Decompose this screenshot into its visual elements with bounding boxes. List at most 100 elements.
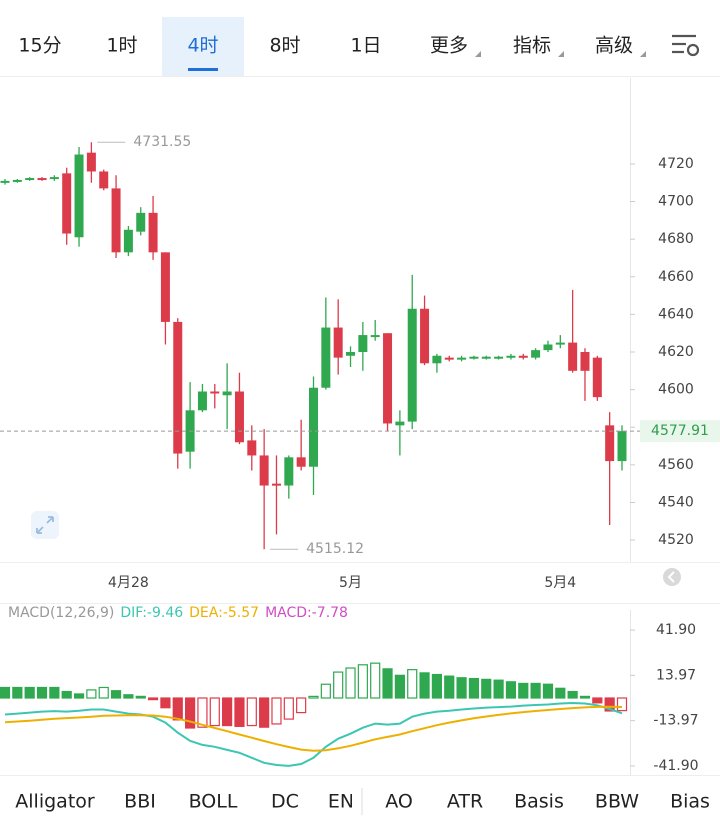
indicator-tab[interactable]: Bias: [670, 791, 710, 813]
timeframe-tab[interactable]: 1日: [350, 35, 381, 57]
candle-body: [469, 356, 479, 359]
candle-body: [173, 321, 183, 454]
macd-bar: [222, 697, 233, 727]
candle-body: [333, 327, 343, 358]
candle-body: [62, 173, 72, 234]
macd-bar: [172, 697, 183, 721]
low-label: 4515.12: [306, 541, 364, 557]
menu-tab[interactable]: 更多: [430, 35, 468, 57]
candle-body: [222, 391, 232, 396]
candle-body: [518, 355, 528, 358]
indicator-tab[interactable]: Alligator: [15, 791, 95, 813]
menu-tab[interactable]: 指标: [513, 35, 551, 57]
menu-tab[interactable]: 高级: [595, 35, 633, 57]
macd-bar: [592, 697, 603, 704]
macd-bar: [73, 693, 85, 699]
indicator-tab[interactable]: EN: [328, 791, 354, 813]
indicator-tab[interactable]: ATR: [447, 791, 483, 813]
last-price-box: [640, 420, 720, 443]
macd-bar: [283, 697, 294, 720]
macd-bar: [382, 668, 393, 699]
indicator-tab[interactable]: DC: [271, 791, 299, 813]
candle-body: [160, 252, 170, 322]
y-tick-label: -13.97: [653, 713, 698, 729]
macd-title: MACD(12,26,9): [8, 605, 114, 621]
indicator-tab[interactable]: BBI: [124, 791, 156, 813]
dropdown-triangle: [558, 51, 564, 57]
timeframe-tab[interactable]: 4时: [187, 35, 218, 57]
timeframe-tab[interactable]: 15分: [18, 35, 61, 57]
candle-body: [592, 357, 602, 398]
candle-body: [346, 352, 356, 356]
macd-bar: [456, 677, 467, 699]
candle-body: [74, 154, 84, 238]
candle-body: [136, 212, 146, 232]
candle-body: [111, 188, 121, 253]
macd-bar: [296, 697, 307, 714]
candle-body: [210, 391, 220, 394]
candle-body: [37, 178, 47, 181]
macd-bar: [579, 695, 591, 699]
candle-body: [580, 352, 590, 371]
candle-body: [271, 483, 281, 486]
legend-entry: MACD:-7.78: [265, 605, 348, 621]
legend-entry: DIF:-9.46: [120, 605, 183, 621]
macd-bar: [555, 687, 566, 699]
macd-bar: [444, 675, 455, 699]
candle-body: [296, 457, 306, 467]
macd-bar: [24, 686, 35, 699]
macd-bar: [567, 690, 578, 699]
y-tick-label: 13.97: [656, 667, 696, 683]
macd-bar: [61, 690, 72, 699]
indicator-tab[interactable]: BOLL: [189, 791, 238, 813]
indicator-tab[interactable]: BBW: [595, 791, 639, 813]
y-tick-label: 4720: [658, 156, 694, 172]
y-tick-label: 4520: [658, 532, 694, 548]
candle-body: [0, 180, 10, 183]
expand-icon[interactable]: [31, 511, 59, 539]
macd-bar: [505, 681, 517, 699]
timeframe-tab[interactable]: 8时: [269, 35, 300, 57]
candle-body: [605, 425, 615, 462]
y-tick-label: 41.90: [656, 622, 696, 638]
candle-body: [543, 344, 553, 351]
macd-bar: [234, 697, 245, 727]
candle-body: [259, 455, 269, 486]
last-price-label: 4577.91: [651, 423, 709, 439]
indicator-tab[interactable]: Basis: [514, 791, 564, 813]
timeframe-tab[interactable]: 1时: [106, 35, 137, 57]
y-tick-label: 4620: [658, 344, 694, 360]
clip-cover: [352, 785, 361, 819]
settings-icon[interactable]: [672, 34, 700, 57]
macd-bar: [49, 686, 60, 699]
candle-body: [432, 355, 442, 364]
macd-bar: [147, 697, 159, 701]
reset-icon[interactable]: [663, 568, 681, 586]
candle-body: [494, 356, 504, 359]
candle-body: [123, 229, 133, 253]
macd-bar: [0, 686, 11, 699]
candle-body: [321, 327, 331, 388]
macd-bar: [518, 682, 529, 699]
macd-bar: [604, 697, 615, 712]
dropdown-triangle: [640, 51, 646, 57]
macd-bar: [98, 686, 109, 699]
macd-bar: [185, 697, 196, 729]
y-tick-label: -41.90: [653, 758, 698, 774]
selected-tab-underline: [188, 68, 218, 71]
candle-body: [407, 308, 417, 422]
high-label: 4731.55: [133, 134, 191, 150]
selected-tab-bg: [162, 17, 244, 76]
indicator-tab[interactable]: AO: [385, 791, 413, 813]
macd-bar: [123, 694, 134, 699]
macd-bar: [468, 677, 480, 699]
macd-line: [4, 705, 623, 752]
candle-body: [481, 356, 491, 359]
x-tick-label: 4月28: [108, 575, 149, 591]
macd-bar: [616, 697, 628, 712]
candle-body: [25, 178, 35, 181]
y-tick-label: 4700: [658, 194, 694, 210]
candle-body: [12, 179, 22, 182]
macd-bar: [12, 686, 23, 699]
